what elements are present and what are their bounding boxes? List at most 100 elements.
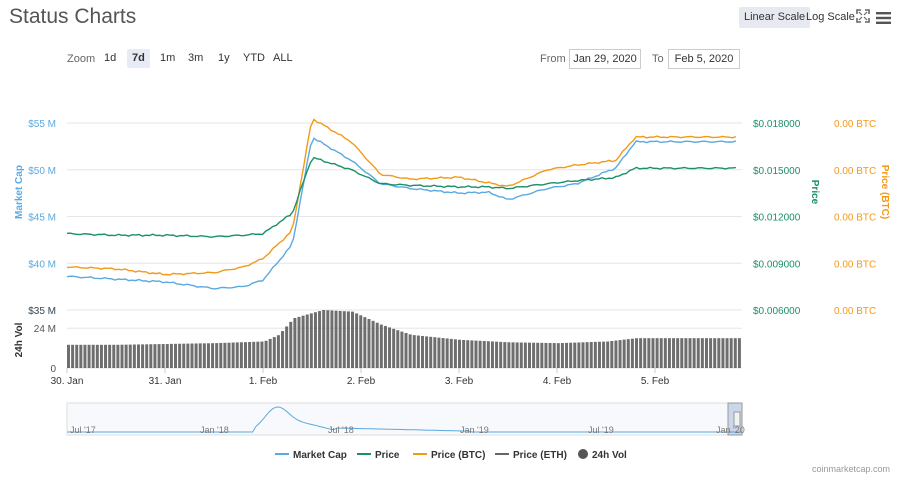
volume-bar [71,344,75,368]
navigator-tick: Jul '17 [70,425,96,435]
volume-bar [396,330,400,368]
zoom-all-button[interactable]: ALL [273,52,293,64]
volume-bar [737,338,741,368]
volume-bar [99,344,103,368]
to-label: To [652,53,664,65]
zoom-1d-button[interactable]: 1d [104,52,117,64]
volume-bar [161,344,165,368]
market-cap-tick: $50 M [28,166,56,177]
x-tick-label: 3. Feb [445,376,474,387]
volume-bar [569,342,573,368]
volume-bar [285,326,289,368]
volume-bar [112,344,116,368]
price-btc-tick: 0.00 BTC [834,259,876,270]
volume-bar [425,336,429,368]
volume-bar [342,311,346,368]
from-date-input[interactable] [569,49,641,69]
volume-bar [700,338,704,368]
volume-bar [672,338,676,368]
volume-bar [231,342,235,368]
volume-bar [519,342,523,368]
volume-bar [301,315,305,368]
legend-item: Market Cap [293,450,347,461]
volume-bar [696,338,700,368]
zoom-ytd-button[interactable]: YTD [243,52,265,64]
volume-bar [95,344,99,368]
volume-bar [404,333,408,368]
volume-bar [573,342,577,368]
zoom-1m-button[interactable]: 1m [160,52,176,64]
volume-bar [581,342,585,368]
volume-bar [556,343,560,368]
volume-bar [182,343,186,368]
volume-bar [552,343,556,368]
volume-bar [717,338,721,368]
volume-bar [120,344,124,368]
x-tick-label: 2. Feb [347,376,376,387]
hamburger-menu-icon[interactable] [876,11,891,29]
volume-bar [490,341,494,368]
volume-bar [729,338,733,368]
volume-bar [219,342,223,368]
volume-bar [593,341,597,368]
page-title: Status Charts [9,5,137,28]
price-btc-tick: 0.00 BTC [834,213,876,224]
volume-bar [252,341,256,368]
to-date-input[interactable] [668,49,740,69]
volume-bar [235,342,239,368]
volume-bar [416,335,420,368]
price-tick: $0.018000 [753,119,801,130]
volume-bar [157,344,161,368]
price-line [66,156,736,239]
credit-link[interactable]: coinmarketcap.com [811,464,890,474]
volume-bar [474,340,478,368]
volume-bar [651,338,655,368]
volume-bar [655,338,659,368]
navigator-tick: Jul '18 [328,425,354,435]
zoom-label: Zoom [67,53,96,65]
navigator-tick: Jul '19 [588,425,614,435]
volume-bar [248,341,252,368]
volume-bar [355,313,359,368]
log-scale-button[interactable]: Log Scale [806,11,855,23]
volume-bar [643,338,647,368]
x-tick-label: 4. Feb [543,376,572,387]
zoom-7d-button[interactable]: 7d [127,49,150,68]
volume-bar [721,338,725,368]
volume-bar [223,342,227,368]
volume-bar [560,343,564,368]
zoom-3m-button[interactable]: 3m [188,52,204,64]
volume-bar [610,340,614,368]
volume-bar [268,338,272,368]
volume-bar [482,341,486,368]
volume-bar [453,339,457,368]
volume-bar [132,344,136,368]
volume-bar [429,336,433,368]
x-tick-label: 1. Feb [249,376,278,387]
volume-bar [400,331,404,368]
fullscreen-icon[interactable] [856,9,870,28]
volume-bar [507,342,511,368]
navigator-line [67,406,742,433]
volume-bar [565,342,569,368]
legend-item: Price (ETH) [513,450,567,461]
x-tick-label: 30. Jan [51,376,84,387]
volume-bar [178,343,182,368]
volume-bar [511,342,515,368]
volume-bar [338,310,342,368]
linear-scale-button[interactable]: Linear Scale [739,7,811,28]
volume-bar [523,342,527,368]
volume-bar [412,335,416,368]
market-cap-tick: $55 M [28,119,56,130]
volume-bar [392,328,396,368]
volume-bar [433,337,437,368]
volume-bar [589,342,593,368]
volume-bars [67,310,741,368]
volume-bar [215,343,219,368]
price-btc-tick: 0.00 BTC [834,306,876,317]
volume-bar [602,341,606,368]
legend-item: 24h Vol [592,450,627,461]
zoom-1y-button[interactable]: 1y [218,52,230,64]
volume-bar [145,344,149,368]
